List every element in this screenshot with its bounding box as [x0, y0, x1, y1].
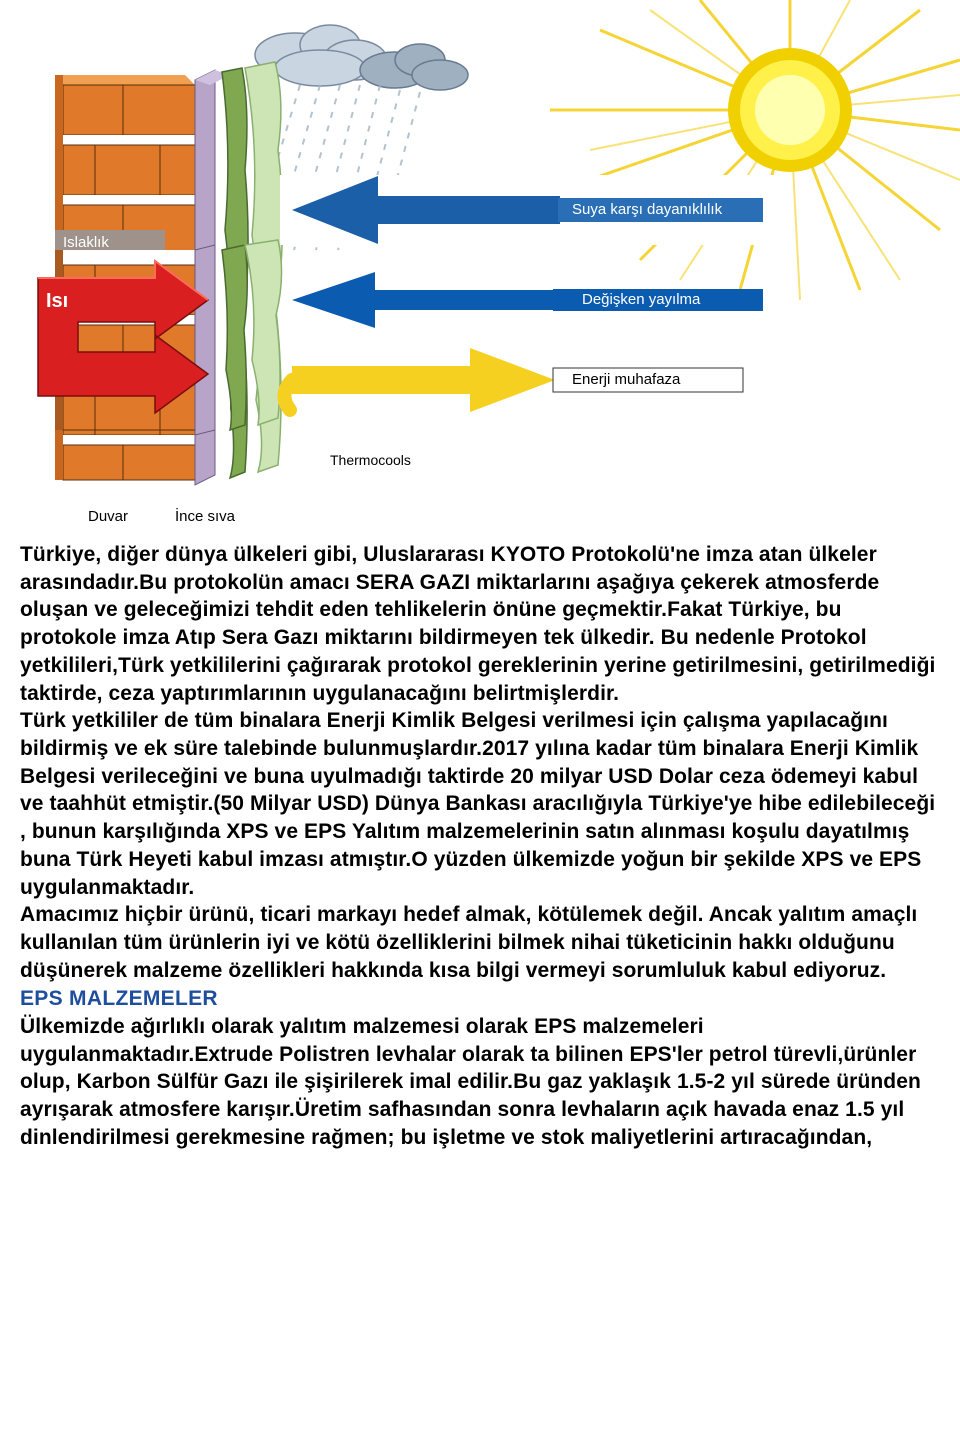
wall-caption: Duvar [88, 508, 128, 525]
paragraph-4: Ülkemizde ağırlıklı olarak yalıtım malze… [20, 1013, 940, 1152]
variable-label: Değişken yayılma [582, 291, 700, 308]
water-res-label: Suya karşı dayanıklılık [572, 201, 722, 218]
paragraph-3: Amacımız hiçbir ürünü, ticari markayı he… [20, 901, 940, 984]
heading-eps: EPS MALZEMELER [20, 985, 940, 1013]
brand-label: Thermocools [330, 452, 411, 468]
insulation-diagram: Islaklık Isı Thermocools Duvar İnce sıva… [0, 0, 960, 535]
heat-label: Isı [46, 290, 68, 313]
paragraph-2: Türk yetkililer de tüm binalara Enerji K… [20, 707, 940, 901]
sun-icon [550, 0, 960, 300]
diagram-svg [0, 0, 960, 535]
article-body: Türkiye, diğer dünya ülkeleri gibi, Ulus… [0, 535, 960, 1171]
plaster-caption: İnce sıva [175, 508, 235, 525]
wet-label: Islaklık [63, 234, 109, 251]
paragraph-1: Türkiye, diğer dünya ülkeleri gibi, Ulus… [20, 541, 940, 707]
energy-label: Enerji muhafaza [572, 371, 680, 388]
